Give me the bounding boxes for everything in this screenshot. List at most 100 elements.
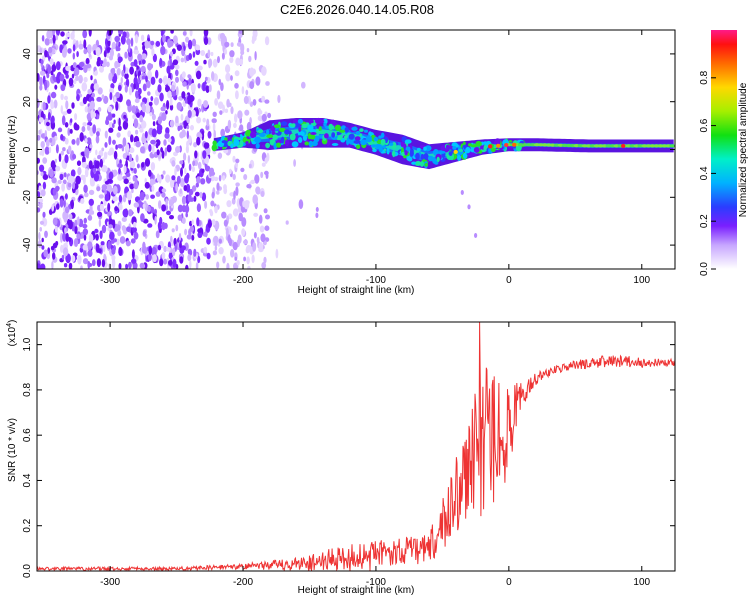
band-speckle [356, 144, 361, 150]
noise-blob [260, 171, 264, 179]
colorbar-tick-label: 0.8 [699, 70, 710, 84]
noise-blob [172, 35, 178, 45]
noise-blob [148, 245, 153, 255]
noise-blob [134, 81, 140, 90]
noise-blob [63, 213, 68, 223]
noise-blob [183, 45, 186, 51]
noise-blob [56, 74, 61, 84]
noise-blob [150, 194, 156, 199]
noise-blob [130, 37, 134, 47]
noise-blob [187, 248, 192, 255]
noise-blob [145, 194, 149, 200]
noise-blob [107, 113, 113, 121]
noise-blob [97, 211, 103, 217]
noise-blob [140, 65, 146, 73]
noise-blob [107, 210, 113, 218]
x-tick-label: 100 [633, 577, 650, 588]
noise-blob [80, 198, 85, 204]
band-speckle [348, 138, 355, 145]
noise-blob [141, 75, 146, 80]
noise-blob [219, 110, 223, 115]
noise-blob [188, 53, 192, 60]
noise-blob [212, 122, 216, 132]
band-speckle [465, 146, 471, 154]
noise-blob [179, 247, 185, 254]
band-speckle [452, 146, 457, 150]
noise-blob [101, 224, 107, 234]
noise-blob [42, 211, 46, 218]
noise-blob [237, 234, 242, 244]
noise-blob [41, 245, 45, 250]
noise-blob [165, 85, 170, 93]
noise-blob [142, 44, 146, 51]
noise-blob [57, 179, 62, 185]
band-speckle [392, 150, 396, 158]
noise-blob [165, 198, 169, 206]
noise-blob [126, 226, 132, 232]
noise-blob [52, 217, 58, 226]
noise-blob [79, 132, 84, 142]
noise-blob [156, 173, 160, 182]
spectrogram-marks [37, 30, 675, 269]
noise-blob [135, 154, 139, 163]
band-speckle [328, 123, 334, 131]
band-speckle [359, 128, 364, 133]
band-speckle [323, 122, 327, 127]
noise-blob [99, 230, 103, 240]
noise-blob [126, 190, 132, 201]
noise-blob [139, 115, 144, 123]
noise-blob [128, 43, 131, 53]
noise-blob [71, 255, 76, 262]
noise-blob [83, 233, 87, 241]
noise-blob [37, 240, 42, 248]
noise-blob [257, 108, 262, 116]
colorbar-tick-label: 0.0 [699, 262, 710, 276]
noise-blob [141, 120, 147, 129]
noise-blob [144, 131, 148, 139]
band-speckle [482, 141, 488, 145]
noise-blob [127, 261, 132, 269]
noise-blob [147, 70, 153, 80]
noise-blob [61, 183, 65, 192]
noise-blob [113, 119, 116, 125]
noise-blob [159, 57, 163, 67]
noise-blob [219, 32, 226, 40]
noise-blob [72, 52, 76, 60]
noise-blob [254, 51, 257, 61]
noise-blob [41, 237, 44, 243]
noise-blob [82, 258, 89, 265]
noise-blob [56, 203, 60, 210]
noise-blob [161, 150, 165, 159]
noise-blob [67, 218, 72, 226]
noise-blob [96, 60, 101, 67]
band-speckle [311, 140, 318, 147]
noise-blob [117, 144, 123, 149]
x-tick-label: -100 [366, 275, 386, 286]
noise-blob [125, 117, 128, 123]
noise-blob [185, 264, 189, 269]
noise-blob [128, 86, 132, 96]
noise-blob [163, 139, 167, 146]
noise-blob [197, 231, 203, 238]
noise-blob [186, 115, 190, 124]
noise-blob [161, 204, 167, 212]
noise-blob [293, 159, 296, 167]
noise-blob [86, 137, 92, 145]
noise-blob [65, 100, 69, 110]
noise-blob [234, 113, 238, 123]
noise-blob [131, 105, 137, 114]
noise-blob [101, 259, 106, 268]
noise-blob [40, 263, 46, 269]
snr-multiplier: (x104) [6, 320, 18, 347]
noise-blob [117, 56, 123, 63]
noise-blob [87, 124, 91, 131]
noise-blob [61, 48, 67, 58]
noise-blob [52, 252, 56, 260]
noise-blob [103, 95, 109, 104]
noise-blob [141, 53, 147, 60]
noise-blob [195, 107, 199, 117]
noise-blob [49, 38, 54, 44]
noise-blob [185, 212, 188, 218]
noise-blob [117, 125, 122, 131]
noise-blob [44, 230, 48, 238]
